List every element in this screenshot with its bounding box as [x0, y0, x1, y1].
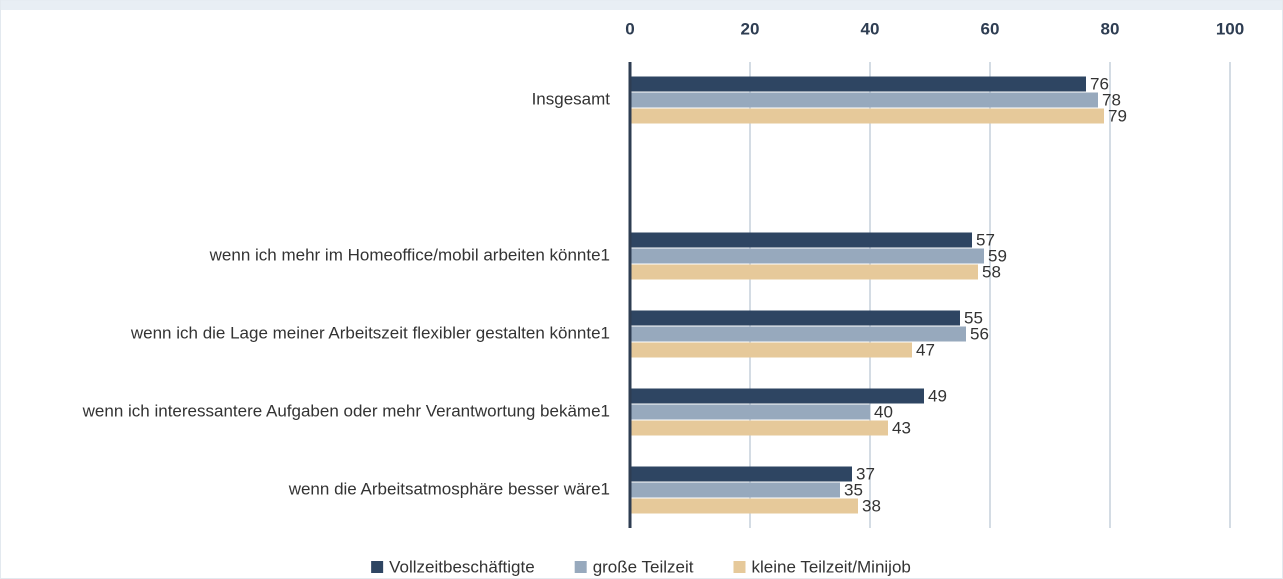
data-label: 58 — [982, 262, 1001, 281]
bar — [630, 342, 912, 358]
bar — [630, 404, 870, 420]
data-label: 47 — [916, 340, 935, 359]
category-label: wenn ich interessantere Aufgaben oder me… — [82, 401, 610, 420]
data-label: 56 — [970, 324, 989, 343]
data-label: 40 — [874, 402, 893, 421]
category-label: wenn ich mehr im Homeoffice/mobil arbeit… — [209, 245, 610, 264]
data-label: 79 — [1108, 106, 1127, 125]
data-label: 49 — [928, 386, 947, 405]
bar — [630, 310, 960, 326]
data-label: 59 — [988, 246, 1007, 265]
bar — [630, 498, 858, 514]
bar — [630, 482, 840, 498]
legend-item: große Teilzeit — [574, 557, 694, 576]
x-tick-label: 60 — [981, 19, 1000, 38]
header-band — [0, 0, 1283, 10]
bar — [630, 92, 1098, 108]
category-label: wenn die Arbeitsatmosphäre besser wäre1 — [288, 479, 610, 498]
x-tick-label: 100 — [1216, 19, 1244, 38]
bar — [630, 232, 972, 248]
bar — [630, 108, 1104, 124]
bar — [630, 248, 984, 264]
category-label: wenn ich die Lage meiner Arbeitszeit fle… — [130, 323, 610, 342]
bar — [630, 76, 1086, 92]
legend-label: kleine Teilzeit/Minijob — [751, 557, 910, 576]
bar — [630, 420, 888, 436]
data-label: 38 — [862, 496, 881, 515]
bar — [630, 388, 924, 404]
bar — [630, 466, 852, 482]
x-tick-label: 80 — [1101, 19, 1120, 38]
x-tick-label: 20 — [741, 19, 760, 38]
data-label: 57 — [976, 230, 995, 249]
data-label: 76 — [1090, 74, 1109, 93]
legend-swatch — [371, 561, 384, 573]
data-label: 78 — [1102, 90, 1121, 109]
data-label: 35 — [844, 480, 863, 499]
legend-swatch — [733, 561, 746, 573]
legend-label: Vollzeitbeschäftigte — [389, 557, 535, 576]
data-label: 37 — [856, 464, 875, 483]
data-label: 55 — [964, 308, 983, 327]
legend-item: kleine Teilzeit/Minijob — [733, 557, 911, 576]
x-tick-label: 40 — [861, 19, 880, 38]
legend-swatch — [574, 561, 587, 573]
bar — [630, 264, 978, 280]
legend-item: Vollzeitbeschäftigte — [371, 557, 535, 576]
legend-label: große Teilzeit — [593, 557, 694, 576]
bar — [630, 326, 966, 342]
category-label: Insgesamt — [532, 89, 611, 108]
x-tick-label: 0 — [625, 19, 634, 38]
data-label: 43 — [892, 418, 911, 437]
